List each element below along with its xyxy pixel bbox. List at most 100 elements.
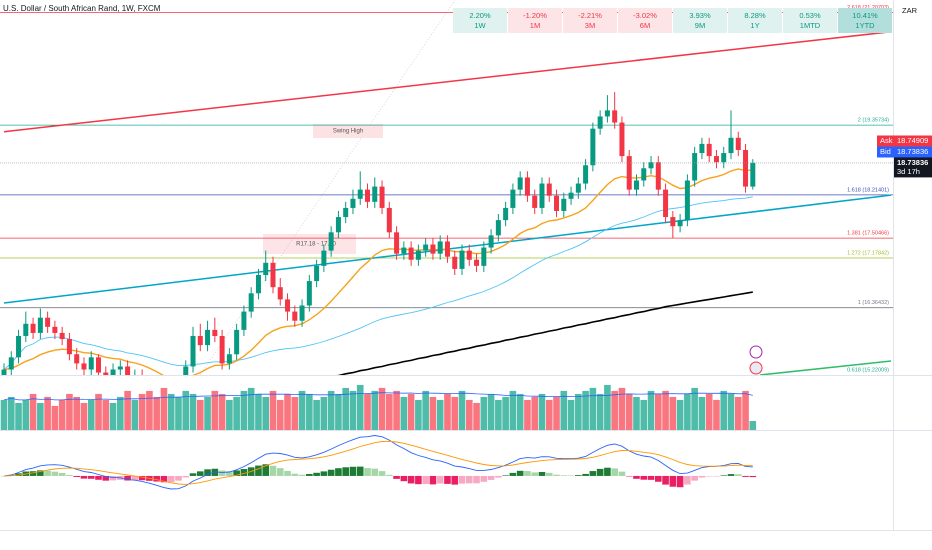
macd-histogram xyxy=(51,471,59,476)
macd-histogram xyxy=(204,469,211,476)
volume-bar xyxy=(124,390,131,430)
volume-bar xyxy=(400,396,408,430)
volume-bar xyxy=(589,387,597,430)
candle-body xyxy=(415,250,421,260)
last-price-tag xyxy=(894,157,932,178)
macd-histogram xyxy=(407,475,415,484)
volume-bar xyxy=(146,390,153,430)
candle-body xyxy=(684,180,690,221)
chart-title: U.S. Dollar / South African Rand, 1W, FX… xyxy=(3,4,161,13)
candle-body xyxy=(408,247,414,260)
volume-bar xyxy=(422,390,429,430)
macd-histogram xyxy=(182,475,190,478)
performance-box xyxy=(618,8,672,33)
macd-histogram xyxy=(364,468,371,476)
candle-body xyxy=(335,217,341,233)
event-icon[interactable] xyxy=(749,361,763,375)
fib-label: 1.618 (18.21401) xyxy=(847,187,889,193)
macd-histogram xyxy=(131,475,139,481)
macd-histogram xyxy=(320,471,328,476)
volume-bar xyxy=(662,390,669,430)
macd-histogram xyxy=(415,475,422,485)
volume-bar xyxy=(713,399,720,430)
macd-histogram xyxy=(720,475,728,476)
performance-box xyxy=(508,8,562,33)
macd-histogram xyxy=(713,475,720,477)
annotation: R17.18 - 17.20 xyxy=(296,242,336,248)
volume-bar xyxy=(596,393,604,430)
candle-body xyxy=(66,339,72,355)
volume-bar xyxy=(531,396,539,430)
candle-body xyxy=(96,357,102,373)
volume-bar xyxy=(218,393,226,430)
macd-histogram xyxy=(655,475,662,482)
macd-histogram xyxy=(342,467,349,476)
candle-body xyxy=(117,366,123,370)
volume-bar xyxy=(684,393,691,430)
macd-histogram xyxy=(0,475,8,477)
volume-bar xyxy=(37,402,44,430)
performance-period: 9M xyxy=(695,21,705,30)
macd-histogram xyxy=(487,475,495,480)
macd-histogram xyxy=(386,474,393,476)
performance-period: 6M xyxy=(640,21,650,30)
macd-histogram xyxy=(44,470,51,476)
macd-histogram xyxy=(531,472,539,476)
volume-bar xyxy=(669,396,677,430)
volume-bar xyxy=(487,393,495,430)
volume-bar xyxy=(655,393,662,430)
candle-body xyxy=(517,177,523,190)
performance-box xyxy=(453,8,507,33)
volume-bar xyxy=(80,402,88,430)
candle-body xyxy=(728,137,734,154)
performance-box xyxy=(783,8,837,33)
macd-histogram xyxy=(604,467,611,476)
candle-body xyxy=(248,293,254,312)
macd-histogram xyxy=(516,470,524,476)
volume-bar xyxy=(407,393,415,430)
macd-histogram xyxy=(734,474,742,476)
ma-200 xyxy=(337,291,753,375)
macd-histogram xyxy=(327,469,335,476)
candle-body xyxy=(663,189,669,218)
candle-body xyxy=(226,354,232,364)
performance-period: 3M xyxy=(585,21,595,30)
volume-bar xyxy=(538,393,546,430)
volume-bar xyxy=(465,399,473,430)
volume-bar xyxy=(386,393,393,430)
volume-bar xyxy=(327,390,335,430)
candle-body xyxy=(88,357,94,370)
volume-bar xyxy=(320,396,328,430)
macd-histogram xyxy=(306,473,313,476)
candle-body xyxy=(670,217,676,227)
macd-histogram xyxy=(662,475,669,485)
volume-bar xyxy=(676,399,684,430)
macd-histogram xyxy=(676,475,684,488)
macd-histogram xyxy=(553,474,560,476)
volume-bar xyxy=(262,396,270,430)
event-icon[interactable] xyxy=(749,345,763,359)
candle-body xyxy=(350,198,356,208)
volume-bar xyxy=(633,396,640,430)
candle-body xyxy=(750,162,756,187)
countdown: 3d 17h xyxy=(897,167,920,176)
fib-label: 1.272 (17.17842) xyxy=(847,250,889,256)
macd-histogram xyxy=(495,475,502,478)
volume-bar xyxy=(720,390,728,430)
candle-body xyxy=(721,153,727,163)
candle-body xyxy=(59,332,65,340)
macd-histogram xyxy=(378,471,386,476)
performance-period: 1Y xyxy=(750,21,759,30)
volume-bar xyxy=(429,396,437,430)
volume-bar xyxy=(131,399,139,430)
volume-bar xyxy=(175,396,182,430)
overlay: 2.618 (21.20703) 2 (19.35734) 1.618 (18.21… xyxy=(453,5,932,373)
candle-body xyxy=(488,235,494,248)
candle-body xyxy=(503,207,509,221)
volume-bar xyxy=(364,393,371,430)
macd-histogram xyxy=(509,472,517,476)
macd-histogram xyxy=(524,471,531,476)
volume-bar xyxy=(44,396,51,430)
volume-bar xyxy=(495,399,502,430)
macd-histogram xyxy=(218,470,226,476)
